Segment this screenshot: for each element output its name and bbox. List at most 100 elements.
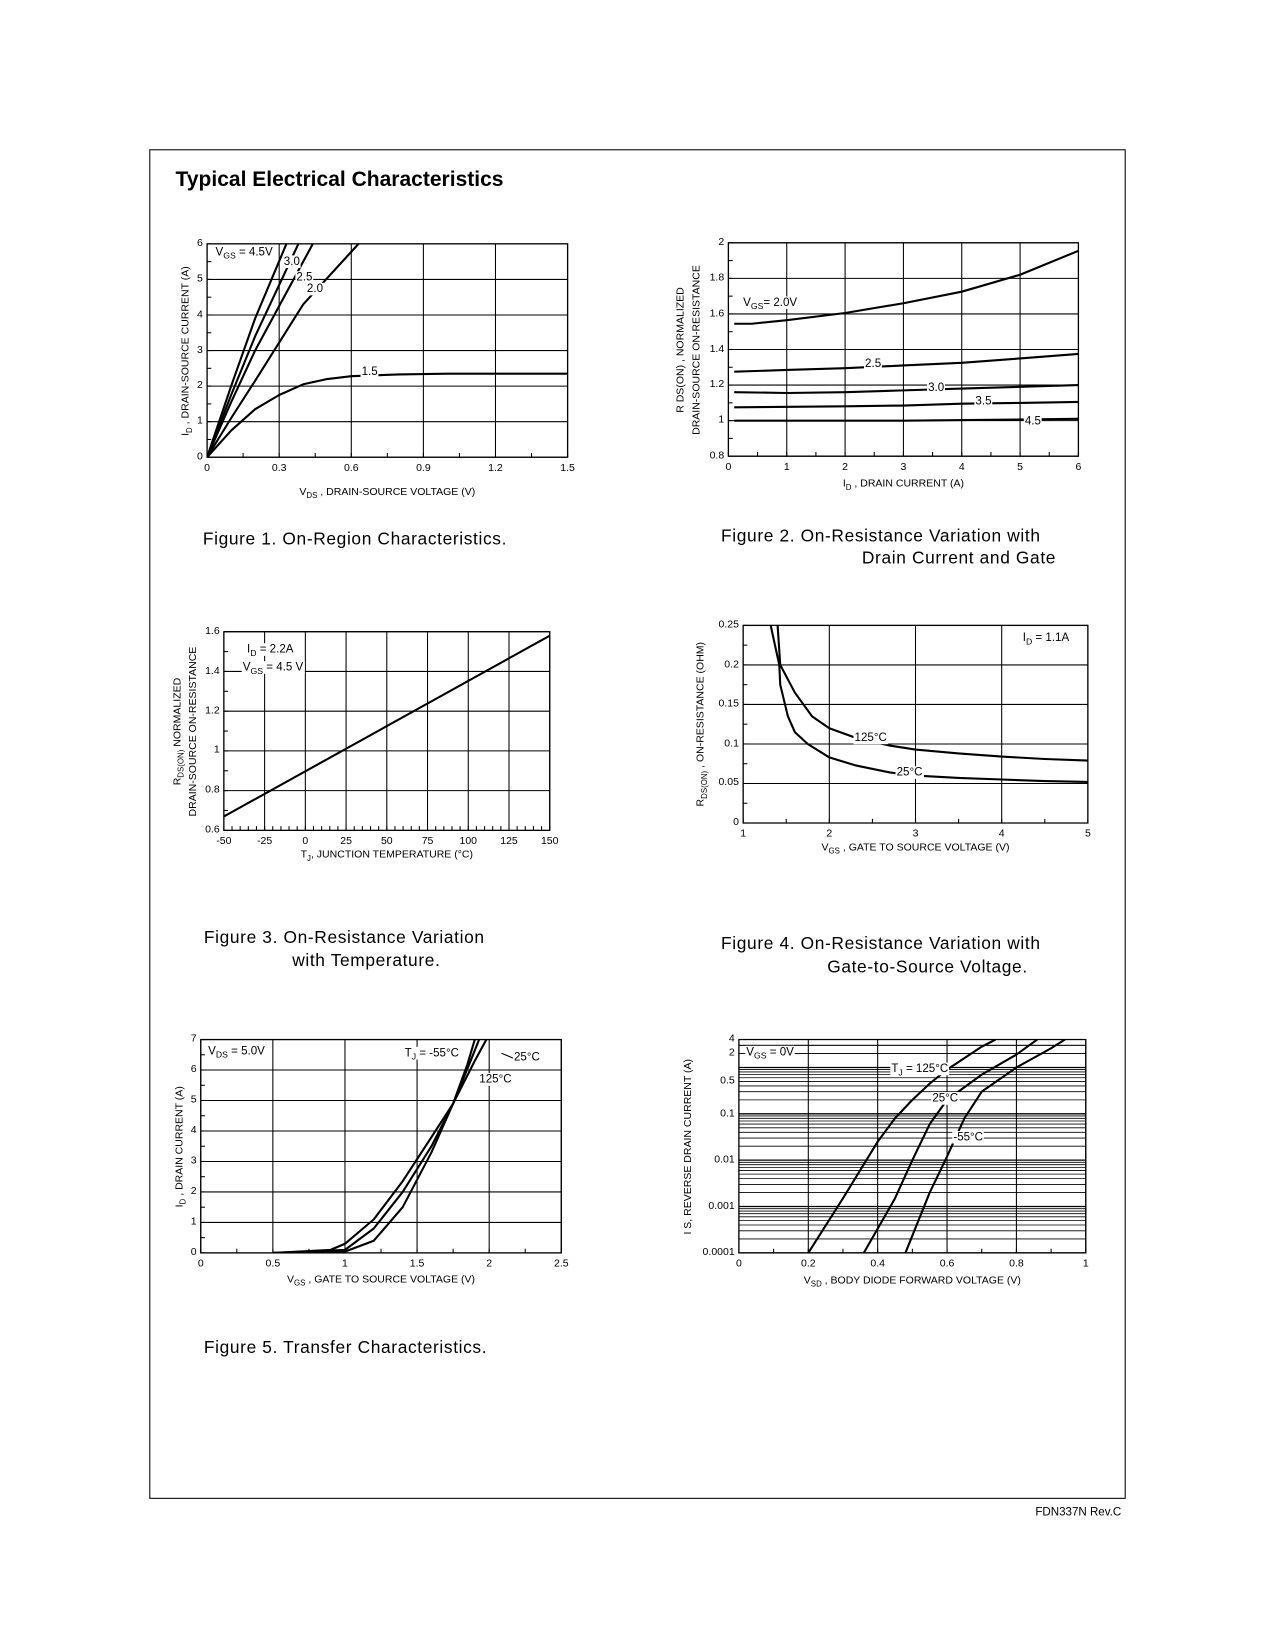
figure-3-caption-line2: with Temperature. [292, 951, 441, 971]
x-tick-label: 0.8 [1009, 1258, 1024, 1270]
curve-label: ID = 2.2A [245, 643, 295, 658]
x-tick-label: 1 [1082, 1258, 1089, 1270]
x-tick-label: 2.5 [553, 1258, 569, 1270]
y-axis-label: DRAIN-SOURCE ON-RESISTANCE [691, 264, 703, 435]
x-tick-label: 1.5 [409, 1258, 425, 1270]
x-tick-label: 0 [725, 461, 732, 473]
series-line-2 [862, 1039, 1038, 1253]
curve-label: 25°C [512, 1051, 541, 1064]
curve-label: 25°C [895, 766, 924, 779]
x-tick-label: 2 [842, 461, 849, 473]
y-tick-label: 3 [197, 344, 203, 356]
x-tick-label: 0 [302, 835, 309, 848]
figure-4-caption-line1: Figure 4. On-Resistance Variation with [721, 934, 1041, 954]
series-line-3 [734, 383, 1079, 395]
plot-frame [727, 242, 1080, 457]
x-tick-label: 0.2 [800, 1258, 816, 1270]
y-axis-label: DRAIN-SOURCE ON-RESISTANCE [187, 646, 200, 816]
y-tick-label: 0 [733, 816, 739, 829]
x-tick-label: 0.4 [870, 1258, 885, 1270]
plot-frame [738, 1038, 1087, 1254]
x-tick-label: 0.6 [939, 1258, 955, 1270]
series-line-1 [734, 249, 1079, 325]
x-tick-label: -25 [257, 835, 273, 848]
curve-label: TJ = 125°C [890, 1062, 950, 1078]
figure-4-caption-line2: Gate-to-Source Voltage. [827, 957, 1028, 977]
y-tick-label: 6 [190, 1063, 197, 1076]
document-revision: FDN337N Rev.C [1035, 1506, 1122, 1519]
y-tick-label: 3 [190, 1155, 197, 1167]
y-axis-label: R DS(ON) , NORMALIZED [675, 286, 687, 413]
curve-label: 3.5 [974, 395, 993, 408]
y-tick-label: 6 [197, 237, 203, 250]
curve-label: ID = 1.1A [1021, 631, 1071, 647]
x-axis-label: VSD , BODY DIODE FORWARD VOLTAGE (V) [803, 1274, 1021, 1289]
y-tick-label: 0.6 [205, 824, 220, 836]
y-tick-label: 0.15 [718, 698, 739, 710]
y-tick-label: 0.5 [720, 1075, 735, 1087]
x-tick-label: 4 [998, 828, 1005, 840]
y-axis-label: RDS(ON) , ON-RESISTANCE (OHM) [695, 641, 709, 807]
x-tick-label: 1.2 [488, 462, 503, 475]
series-line-1 [776, 625, 1088, 762]
figure-1-caption: Figure 1. On-Region Characteristics. [202, 529, 508, 549]
series-line-5 [734, 417, 1079, 422]
y-tick-label: 0.0001 [702, 1246, 735, 1259]
x-tick-label: 0.9 [416, 462, 431, 475]
x-tick-label: 1.5 [560, 462, 575, 475]
y-axis-label: ID , DRAIN-SOURCE CURRENT (A) [180, 265, 194, 436]
y-tick-label: 2 [728, 1047, 735, 1059]
y-tick-label: 4 [197, 308, 203, 321]
x-axis-label: VGS , GATE TO SOURCE VOLTAGE (V) [821, 841, 1010, 856]
x-tick-label: 5 [1017, 461, 1024, 473]
curve-label: VGS = 4.5V [214, 245, 274, 261]
curve-label: 125°C [478, 1073, 513, 1086]
x-tick-label: 0.3 [271, 462, 287, 475]
plot-frame [206, 243, 569, 458]
x-tick-label: 1 [740, 828, 747, 840]
curve-label: 3.0 [927, 381, 946, 395]
y-axis-label: I S, REVERSE DRAIN CURRENT (A) [682, 1058, 695, 1235]
chart-5 [200, 1038, 562, 1254]
x-tick-label: 3 [900, 461, 907, 473]
y-axis-label: RDS(ON) NORMALIZED [171, 677, 186, 785]
x-tick-label: -50 [216, 835, 232, 848]
page-border [149, 149, 1126, 1499]
x-tick-label: 5 [1084, 828, 1091, 840]
x-tick-label: 50 [380, 835, 393, 848]
series-line-3 [904, 1039, 1066, 1253]
y-axis-label: ID , DRAIN CURRENT (A) [173, 1085, 188, 1207]
series-line-3 [207, 243, 314, 458]
y-tick-label: 0.001 [708, 1200, 735, 1212]
x-tick-label: 2 [826, 828, 833, 840]
y-tick-label: 2 [197, 379, 203, 392]
plot-frame [200, 1038, 562, 1254]
series-line-5 [207, 372, 568, 458]
y-tick-label: 0.8 [709, 449, 725, 462]
figure-2-caption-line1: Figure 2. On-Resistance Variation with [721, 526, 1041, 546]
x-tick-label: 100 [459, 835, 478, 848]
y-tick-label: 4 [728, 1033, 735, 1045]
curve-label: 125°C [853, 731, 888, 745]
x-tick-label: 0 [735, 1258, 742, 1270]
curve-label: VDS = 5.0V [207, 1044, 266, 1060]
y-tick-label: 0 [197, 450, 203, 463]
y-tick-label: 1.8 [709, 272, 725, 284]
x-tick-label: 3 [912, 828, 919, 840]
curve-label: 25°C [931, 1092, 960, 1105]
y-tick-label: 1.2 [709, 378, 725, 391]
chart-2 [727, 242, 1080, 457]
series-line-2 [207, 243, 300, 458]
y-tick-label: 1 [197, 415, 203, 427]
curve-label: 3.0 [282, 255, 301, 269]
y-tick-label: 2 [190, 1185, 197, 1198]
x-axis-label: TJ, JUNCTION TEMPERATURE (°C) [300, 849, 474, 863]
y-tick-label: 0.05 [718, 777, 739, 789]
x-tick-label: 4 [958, 461, 965, 473]
chart-6 [738, 1038, 1087, 1254]
y-tick-label: 0.2 [724, 658, 739, 671]
chart-1 [206, 243, 569, 458]
curve-label: 2.5 [295, 271, 314, 284]
y-tick-label: 0.01 [714, 1153, 735, 1166]
